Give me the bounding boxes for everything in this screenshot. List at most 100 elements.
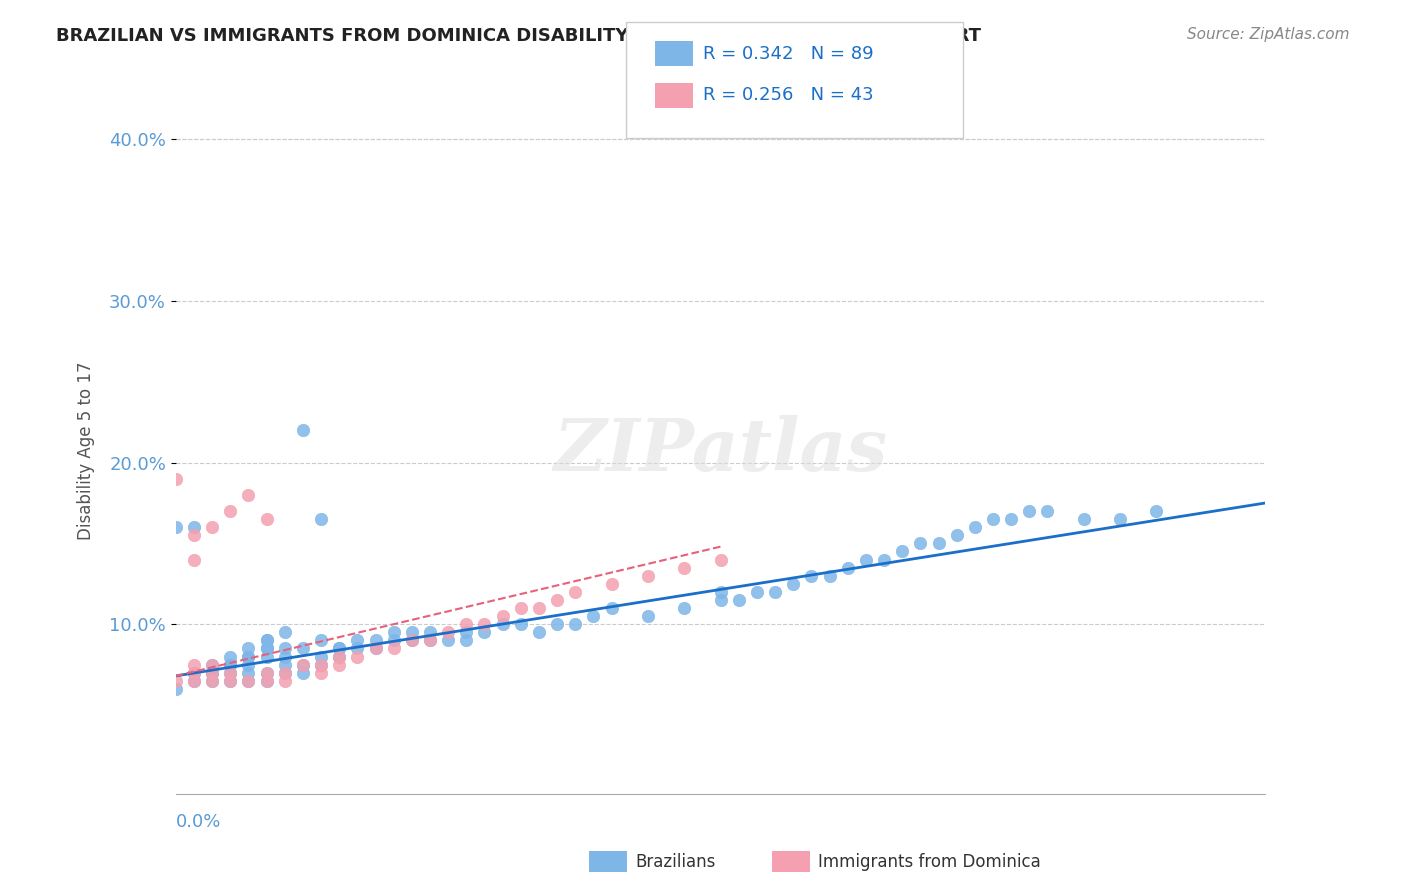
Point <box>256 641 278 656</box>
Point <box>201 673 224 688</box>
Point <box>800 568 823 582</box>
Point <box>456 617 478 632</box>
Point <box>256 512 278 526</box>
Point <box>309 657 332 672</box>
Point <box>238 649 260 664</box>
Point <box>364 641 387 656</box>
Point <box>165 520 187 534</box>
Point <box>183 673 205 688</box>
Point <box>219 665 242 680</box>
Point <box>256 633 278 648</box>
Point <box>183 665 205 680</box>
Point <box>328 649 350 664</box>
Point <box>637 568 659 582</box>
Point <box>238 641 260 656</box>
Point <box>201 673 224 688</box>
Point <box>291 657 314 672</box>
Point <box>1146 504 1168 518</box>
Point <box>673 560 696 574</box>
Point <box>256 633 278 648</box>
Point <box>274 625 297 640</box>
Point <box>219 649 242 664</box>
Point <box>546 617 568 632</box>
Point <box>1073 512 1095 526</box>
Point <box>291 665 314 680</box>
Point <box>419 625 441 640</box>
Point <box>564 617 586 632</box>
Point <box>600 576 623 591</box>
Point <box>219 673 242 688</box>
Point <box>382 633 405 648</box>
Point <box>727 593 749 607</box>
Point <box>401 633 423 648</box>
Point <box>401 625 423 640</box>
Point <box>274 649 297 664</box>
Point <box>437 633 460 648</box>
Point <box>274 665 297 680</box>
Point <box>238 649 260 664</box>
Point <box>437 625 460 640</box>
Point <box>256 665 278 680</box>
Point <box>201 657 224 672</box>
Point <box>291 423 314 437</box>
Point <box>492 617 515 632</box>
Point <box>328 641 350 656</box>
Point <box>328 649 350 664</box>
Point <box>474 617 496 632</box>
Point <box>1109 512 1132 526</box>
Point <box>745 585 768 599</box>
Point <box>201 665 224 680</box>
Text: Brazilians: Brazilians <box>636 853 716 871</box>
Point <box>527 601 550 615</box>
Point <box>1000 512 1022 526</box>
Point <box>346 649 368 664</box>
Point <box>855 552 877 566</box>
Point <box>346 641 368 656</box>
Point <box>256 649 278 664</box>
Point <box>401 633 423 648</box>
Point <box>201 520 224 534</box>
Point <box>364 633 387 648</box>
Point <box>309 657 332 672</box>
Point <box>183 528 205 542</box>
Point <box>274 665 297 680</box>
Y-axis label: Disability Age 5 to 17: Disability Age 5 to 17 <box>77 361 96 540</box>
Point <box>837 560 859 574</box>
Point <box>546 593 568 607</box>
Point <box>309 633 332 648</box>
Point <box>564 585 586 599</box>
Point <box>1018 504 1040 518</box>
Point <box>201 657 224 672</box>
Point <box>238 657 260 672</box>
Point <box>219 665 242 680</box>
Point <box>1036 504 1059 518</box>
Point <box>981 512 1004 526</box>
Point <box>256 673 278 688</box>
Text: R = 0.256   N = 43: R = 0.256 N = 43 <box>703 87 873 104</box>
Point <box>238 488 260 502</box>
Point <box>219 673 242 688</box>
Text: R = 0.342   N = 89: R = 0.342 N = 89 <box>703 45 873 62</box>
Point <box>256 641 278 656</box>
Point <box>419 633 441 648</box>
Point <box>873 552 896 566</box>
Point <box>165 472 187 486</box>
Point <box>419 633 441 648</box>
Point <box>382 641 405 656</box>
Point <box>238 673 260 688</box>
Point <box>364 641 387 656</box>
Point <box>183 552 205 566</box>
Point <box>309 665 332 680</box>
Point <box>456 625 478 640</box>
Point <box>763 585 786 599</box>
Point <box>256 673 278 688</box>
Point <box>201 665 224 680</box>
Point <box>291 657 314 672</box>
Point <box>673 601 696 615</box>
Text: BRAZILIAN VS IMMIGRANTS FROM DOMINICA DISABILITY AGE 5 TO 17 CORRELATION CHART: BRAZILIAN VS IMMIGRANTS FROM DOMINICA DI… <box>56 27 981 45</box>
Point <box>456 633 478 648</box>
Point <box>782 576 804 591</box>
Text: ZIPatlas: ZIPatlas <box>554 415 887 486</box>
Point <box>165 681 187 696</box>
Point <box>474 625 496 640</box>
